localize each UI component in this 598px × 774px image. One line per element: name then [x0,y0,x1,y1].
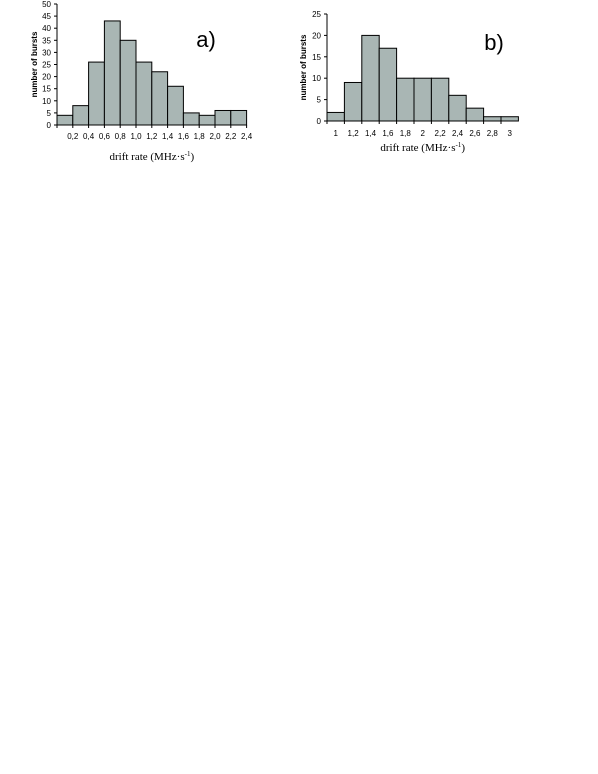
x-tick-label: 0,2 [67,132,79,141]
bar [500,116,519,122]
bar [182,112,200,126]
x-tick-label: 2,8 [487,129,499,138]
x-tick-label: 1,8 [194,132,206,141]
panel-label: a) [196,27,216,52]
bar [119,39,137,126]
bar [483,116,502,122]
x-tick-label: 3 [507,129,512,138]
x-tick-label: 0,4 [83,132,95,141]
y-tick-label: 0 [47,121,52,130]
y-tick-label: 15 [312,53,321,62]
y-tick-label: 0 [317,117,322,126]
bar [214,109,232,126]
bar [448,94,467,122]
bar [135,61,153,126]
x-axis-label: drift rate (MHz·s-1) [380,141,465,154]
y-tick-label: 45 [42,12,51,21]
bar [326,111,345,122]
bar [103,20,121,126]
bar [343,81,363,122]
x-tick-label: 2,4 [452,129,464,138]
panel-label: b) [484,30,504,55]
bar [430,77,450,122]
x-tick-label: 1,2 [146,132,158,141]
y-tick-label: 30 [42,48,51,57]
x-tick-label: 1,4 [365,129,377,138]
y-tick-label: 20 [312,31,321,40]
x-tick-label: 0,6 [99,132,111,141]
x-tick-label: 1,4 [162,132,174,141]
bar [396,77,415,122]
y-tick-label: 5 [317,96,322,105]
bar [230,109,248,126]
y-tick-label: 35 [42,36,51,45]
bar [151,71,169,126]
bar [378,47,398,122]
x-tick-label: 1,6 [382,129,394,138]
y-tick-label: 20 [42,73,51,82]
bar [56,114,74,126]
y-tick-label: 10 [312,74,321,83]
y-tick-label: 5 [47,109,52,118]
y-tick-label: 25 [42,61,51,70]
bar [167,85,184,126]
bar [413,77,432,122]
x-tick-label: 2,2 [225,132,237,141]
histogram-b: 0 5 10 15 20 25 1 1,2 1,4 1,6 1,8 2 2,2 2,4 2,6 2,8 3 dri… [299,10,519,154]
histogram-a: 0 5 10 15 20 25 30 35 40 45 50 0,2 0,4 0,6 0,8 1,0 1,2 1,… [30,0,253,163]
x-tick-label: 2 [420,129,425,138]
y-axis-label: number of bursts [299,34,308,100]
y-axis-label: number of bursts [30,31,39,97]
x-tick-label: 2,6 [469,129,481,138]
bar [198,114,216,126]
x-tick-label: 1 [333,129,338,138]
bar [465,107,485,122]
x-tick-label: 1,6 [178,132,190,141]
x-tick-label: 1,0 [130,132,142,141]
y-tick-label: 50 [42,0,51,9]
x-axis-label: drift rate (MHz·s-1) [109,150,194,163]
y-tick-label: 15 [42,85,51,94]
x-tick-label: 2,4 [241,132,253,141]
y-tick-label: 10 [42,97,51,106]
x-tick-label: 1,8 [400,129,412,138]
x-tick-label: 1,2 [348,129,360,138]
bar [361,34,380,122]
bar [72,105,90,126]
y-tick-label: 40 [42,24,51,33]
y-tick-label: 25 [312,10,321,19]
x-tick-label: 2,2 [435,129,447,138]
bar [88,61,105,126]
x-tick-label: 2,0 [209,132,221,141]
x-tick-label: 0,8 [115,132,127,141]
